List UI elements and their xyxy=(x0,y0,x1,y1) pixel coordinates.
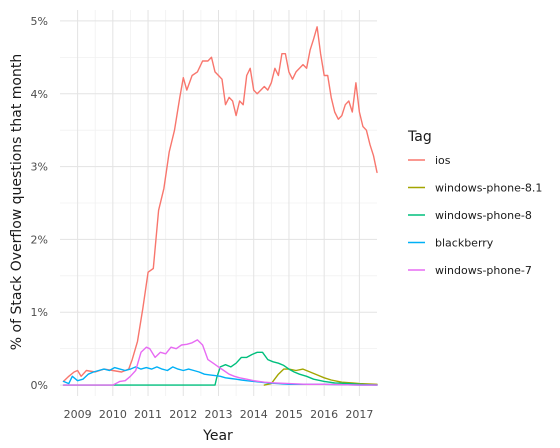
legend-item-windows-phone-7: windows-phone-7 xyxy=(408,264,532,277)
legend-label: windows-phone-8.1 xyxy=(435,182,542,195)
series-line-windows-phone-8.1 xyxy=(263,368,378,386)
x-tick-label: 2014 xyxy=(240,408,268,421)
y-axis-title: % of Stack Overflow questions that month xyxy=(9,54,25,350)
y-tick-label: 2% xyxy=(31,233,48,246)
x-tick-label: 2012 xyxy=(169,408,197,421)
y-axis-ticks: 0% 1% 2% 3% 4% 5% xyxy=(31,15,48,392)
series-lines xyxy=(62,26,378,386)
legend-item-blackberry: blackberry xyxy=(408,237,494,250)
x-tick-label: 2011 xyxy=(134,408,162,421)
legend-label: windows-phone-8 xyxy=(435,209,532,222)
y-tick-label: 3% xyxy=(31,161,48,174)
legend-item-windows-phone-8.1: windows-phone-8.1 xyxy=(408,182,542,195)
series-line-ios xyxy=(62,26,378,383)
y-tick-label: 4% xyxy=(31,88,48,101)
x-tick-label: 2009 xyxy=(64,408,92,421)
x-tick-label: 2016 xyxy=(310,408,338,421)
legend-label: windows-phone-7 xyxy=(435,264,532,277)
y-tick-label: 0% xyxy=(31,379,48,392)
legend-items: ios windows-phone-8.1 windows-phone-8 black… xyxy=(408,154,542,277)
x-axis-ticks: 2009 2010 2011 2012 2013 2014 2015 2016 2017 xyxy=(64,408,374,421)
legend-label: ios xyxy=(435,154,451,167)
x-tick-label: 2013 xyxy=(205,408,233,421)
legend-item-ios: ios xyxy=(408,154,451,167)
y-tick-label: 5% xyxy=(31,15,48,28)
series-line-windows-phone-8 xyxy=(62,351,378,386)
legend-item-windows-phone-8: windows-phone-8 xyxy=(408,209,532,222)
x-tick-label: 2010 xyxy=(99,408,127,421)
x-tick-label: 2015 xyxy=(275,408,303,421)
x-tick-label: 2017 xyxy=(345,408,373,421)
grid xyxy=(60,10,377,396)
y-tick-label: 1% xyxy=(31,306,48,319)
legend: Tag ios windows-phone-8.1 windows-phone-8 b… xyxy=(407,129,542,277)
x-axis-title: Year xyxy=(202,428,233,444)
legend-label: blackberry xyxy=(435,237,494,250)
legend-title: Tag xyxy=(407,129,432,145)
series-line-windows-phone-7 xyxy=(62,339,378,386)
